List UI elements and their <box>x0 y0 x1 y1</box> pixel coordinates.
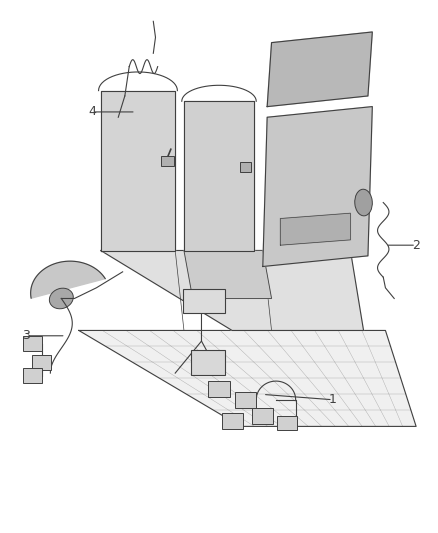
Text: 1: 1 <box>329 393 337 406</box>
Ellipse shape <box>49 288 73 309</box>
FancyBboxPatch shape <box>252 408 273 424</box>
Polygon shape <box>79 330 416 426</box>
Polygon shape <box>184 251 272 298</box>
FancyBboxPatch shape <box>208 381 230 397</box>
Polygon shape <box>101 91 175 251</box>
FancyBboxPatch shape <box>161 156 174 166</box>
FancyBboxPatch shape <box>23 368 42 383</box>
Polygon shape <box>184 101 254 251</box>
Text: 2: 2 <box>412 239 420 252</box>
FancyBboxPatch shape <box>191 350 225 375</box>
FancyBboxPatch shape <box>222 413 243 429</box>
Ellipse shape <box>355 189 372 216</box>
Polygon shape <box>31 261 105 298</box>
FancyBboxPatch shape <box>183 289 225 313</box>
Polygon shape <box>101 251 364 330</box>
FancyBboxPatch shape <box>23 336 42 351</box>
Polygon shape <box>263 107 372 266</box>
FancyBboxPatch shape <box>235 392 256 408</box>
FancyBboxPatch shape <box>277 416 297 430</box>
FancyBboxPatch shape <box>240 162 251 172</box>
Polygon shape <box>267 32 372 107</box>
Polygon shape <box>280 213 350 245</box>
Text: 3: 3 <box>22 329 30 342</box>
Text: 4: 4 <box>88 106 96 118</box>
FancyBboxPatch shape <box>32 355 51 370</box>
